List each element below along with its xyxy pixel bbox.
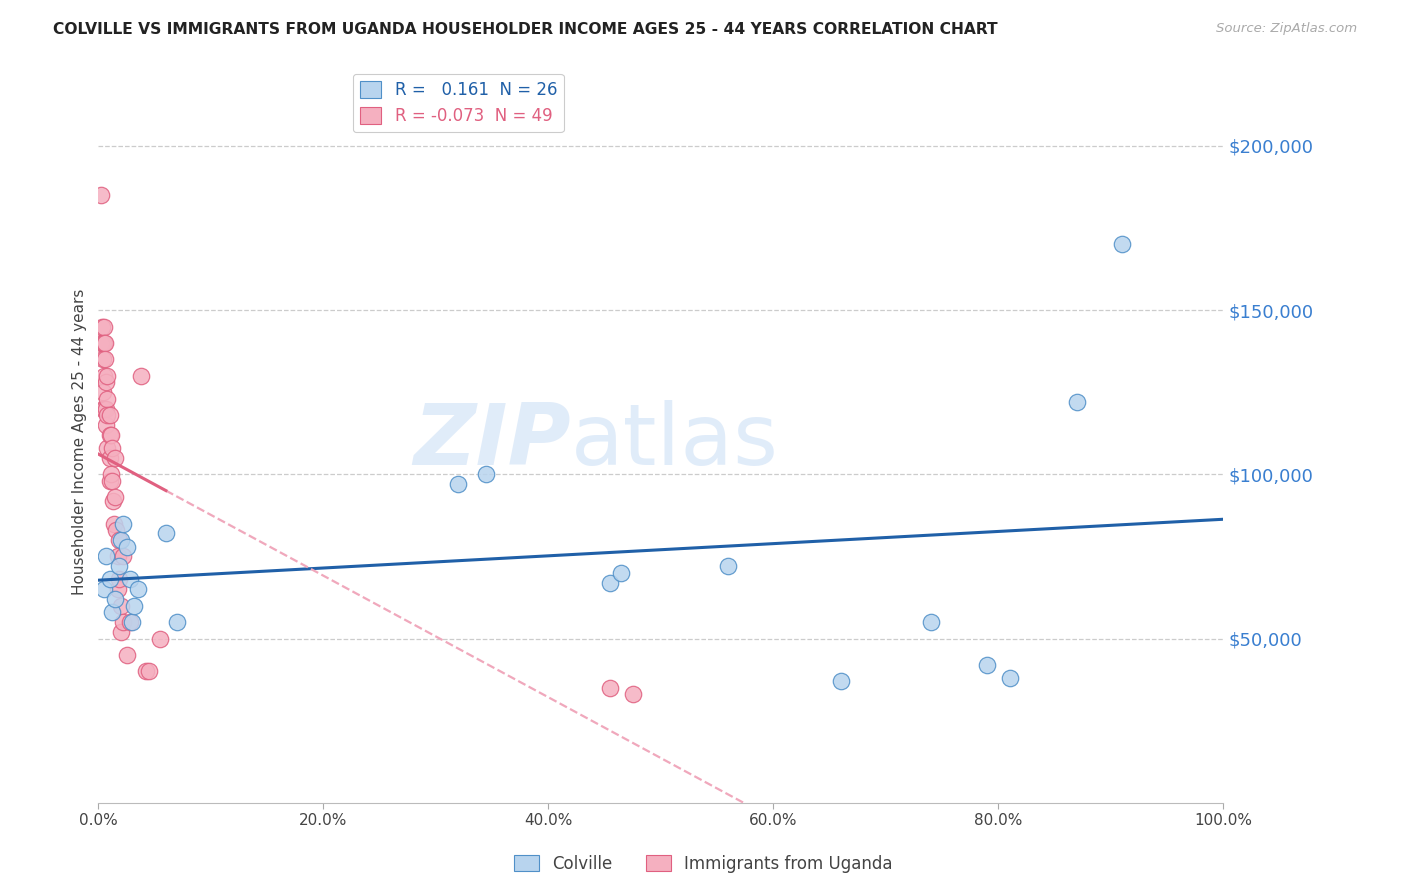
Point: [621, 687, 644, 701]
Point: [447, 477, 470, 491]
Legend: Colville, Immigrants from Uganda: Colville, Immigrants from Uganda: [508, 848, 898, 880]
Point: [830, 674, 852, 689]
Point: [121, 615, 143, 630]
Point: [118, 615, 141, 630]
Text: ZIP: ZIP: [413, 400, 571, 483]
Point: [107, 573, 129, 587]
Point: [91, 401, 114, 416]
Point: [103, 516, 125, 531]
Point: [115, 540, 138, 554]
Point: [107, 549, 129, 564]
Point: [98, 428, 121, 442]
Point: [110, 533, 132, 547]
Point: [96, 392, 118, 406]
Point: [93, 336, 115, 351]
Point: [998, 671, 1021, 685]
Point: [91, 385, 114, 400]
Point: [138, 665, 160, 679]
Point: [717, 559, 740, 574]
Point: [93, 582, 115, 597]
Point: [101, 474, 124, 488]
Point: [1066, 395, 1088, 409]
Point: [100, 467, 122, 482]
Point: [166, 615, 188, 630]
Point: [124, 599, 146, 613]
Point: [115, 648, 138, 662]
Point: [920, 615, 942, 630]
Point: [107, 582, 129, 597]
Point: [100, 428, 122, 442]
Point: [94, 336, 117, 351]
Point: [94, 352, 117, 367]
Point: [112, 615, 135, 630]
Point: [599, 681, 621, 695]
Point: [107, 559, 129, 574]
Point: [105, 523, 128, 537]
Point: [93, 401, 115, 416]
Y-axis label: Householder Income Ages 25 - 44 years: Householder Income Ages 25 - 44 years: [72, 288, 87, 595]
Point: [98, 474, 121, 488]
Point: [107, 533, 129, 547]
Point: [149, 632, 172, 646]
Point: [155, 526, 177, 541]
Point: [91, 352, 114, 367]
Point: [90, 188, 112, 202]
Point: [110, 625, 132, 640]
Point: [475, 467, 498, 482]
Text: COLVILLE VS IMMIGRANTS FROM UGANDA HOUSEHOLDER INCOME AGES 25 - 44 YEARS CORRELA: COLVILLE VS IMMIGRANTS FROM UGANDA HOUSE…: [53, 22, 998, 37]
Point: [96, 401, 118, 416]
Text: atlas: atlas: [571, 400, 779, 483]
Point: [104, 592, 127, 607]
Text: Source: ZipAtlas.com: Source: ZipAtlas.com: [1216, 22, 1357, 36]
Point: [96, 368, 118, 383]
Point: [101, 493, 124, 508]
Point: [104, 491, 127, 505]
Point: [96, 376, 118, 390]
Point: [104, 450, 127, 465]
Point: [96, 441, 118, 455]
Point: [118, 573, 141, 587]
Point: [98, 573, 121, 587]
Point: [101, 441, 124, 455]
Point: [93, 319, 115, 334]
Point: [610, 566, 633, 580]
Point: [135, 665, 157, 679]
Point: [96, 549, 118, 564]
Point: [112, 516, 135, 531]
Point: [98, 409, 121, 423]
Point: [90, 319, 112, 334]
Point: [96, 418, 118, 433]
Point: [101, 605, 124, 619]
Point: [599, 575, 621, 590]
Point: [93, 368, 115, 383]
Point: [96, 409, 118, 423]
Point: [127, 582, 149, 597]
Point: [110, 599, 132, 613]
Point: [129, 368, 152, 383]
Point: [976, 657, 998, 672]
Point: [91, 336, 114, 351]
Point: [90, 336, 112, 351]
Point: [98, 450, 121, 465]
Legend: R =   0.161  N = 26, R = -0.073  N = 49: R = 0.161 N = 26, R = -0.073 N = 49: [353, 74, 564, 132]
Point: [112, 549, 135, 564]
Point: [1111, 237, 1133, 252]
